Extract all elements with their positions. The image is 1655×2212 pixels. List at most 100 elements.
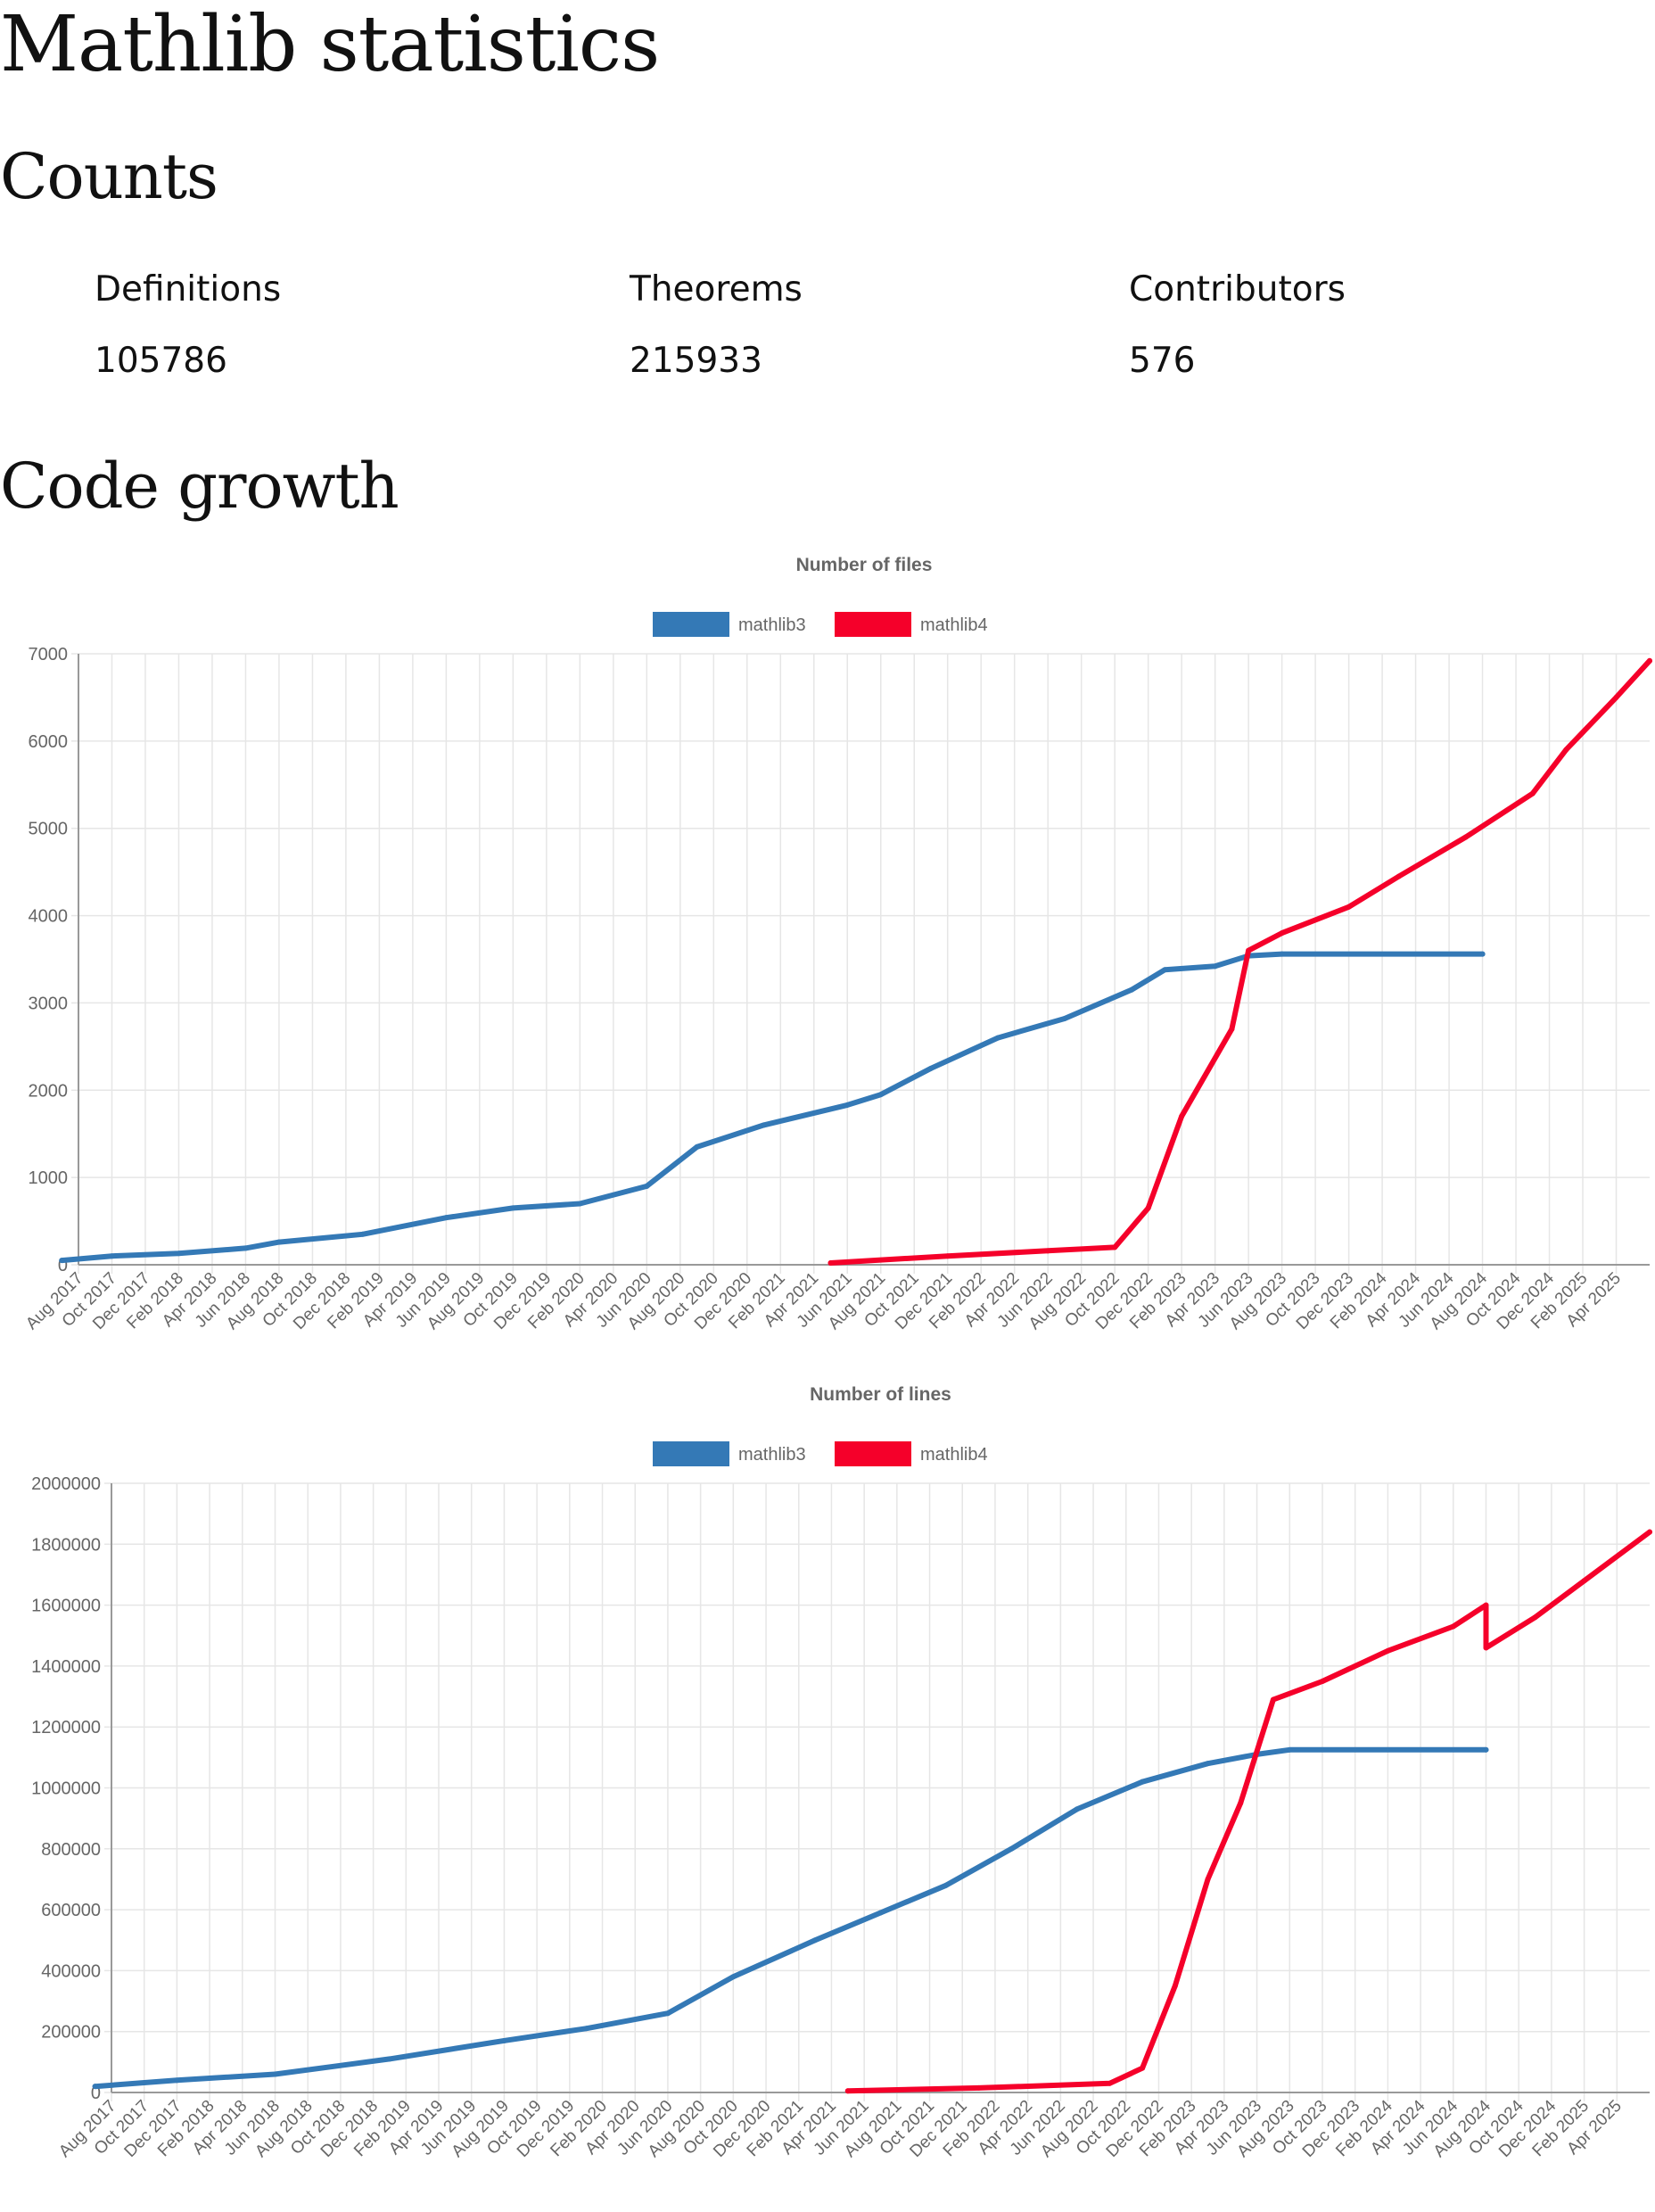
y-tick-label: 400000: [41, 1961, 101, 1981]
data-point-mathlib3: [812, 1937, 819, 1944]
data-point-mathlib3: [386, 2056, 392, 2062]
data-point-mathlib4: [1613, 694, 1619, 700]
chart-title: Number of lines: [810, 1384, 951, 1405]
y-tick-label: 1200000: [31, 1718, 101, 1737]
stat-value: 105786: [95, 341, 227, 381]
data-point-mathlib4: [944, 1253, 951, 1259]
data-point-mathlib4: [1112, 1244, 1118, 1250]
data-point-mathlib3: [1061, 1016, 1067, 1022]
data-point-mathlib4: [1385, 1647, 1391, 1654]
stat-label: Contributors: [1129, 269, 1346, 310]
stat-value: 215933: [630, 341, 762, 381]
lines-chart: Number of lines mathlib3 mathlib4 0 200000 40…: [31, 1384, 1652, 2161]
data-point-mathlib4: [976, 2084, 982, 2091]
series-line-mathlib4: [844, 1529, 1652, 2094]
data-point-mathlib3: [1479, 951, 1486, 957]
y-tick-label: 200000: [41, 2023, 101, 2043]
data-point-mathlib4: [1270, 1696, 1276, 1703]
y-tick-label: 800000: [41, 1840, 101, 1860]
stat-definitions: Definitions 105786: [95, 268, 281, 384]
y-tick-label: 5000: [29, 820, 69, 839]
y-tick-label: 0: [58, 1256, 68, 1275]
data-point-mathlib4: [1246, 947, 1252, 953]
data-point-mathlib3: [243, 1245, 249, 1251]
y-tick-label: 1400000: [31, 1657, 101, 1677]
stat-contributors: Contributors 576: [1129, 268, 1346, 384]
data-point-mathlib3: [92, 2084, 98, 2090]
data-point-mathlib3: [844, 1102, 851, 1108]
data-point-mathlib3: [943, 1882, 949, 1888]
files-chart: Number of files mathlib3 mathlib4 0 1000 2000…: [22, 555, 1652, 1333]
data-point-mathlib4: [1140, 2065, 1146, 2071]
data-point-mathlib4: [1045, 1248, 1051, 1254]
data-point-mathlib3: [577, 1201, 583, 1207]
data-point-mathlib4: [1145, 1205, 1151, 1211]
data-point-mathlib3: [583, 2026, 589, 2032]
legend-label: mathlib4: [920, 1445, 988, 1465]
y-tick-label: 7000: [29, 645, 69, 664]
data-point-mathlib3: [1279, 951, 1285, 957]
data-point-mathlib3: [877, 1092, 884, 1098]
legend-label: mathlib3: [738, 615, 806, 635]
stat-value: 576: [1129, 341, 1196, 381]
data-point-mathlib3: [644, 1183, 650, 1189]
data-point-mathlib3: [510, 1205, 516, 1211]
data-point-mathlib3: [1212, 963, 1218, 970]
y-tick-label: 0: [91, 2084, 101, 2103]
data-point-mathlib4: [1179, 1113, 1185, 1119]
data-point-mathlib4: [828, 1260, 834, 1267]
data-point-mathlib4: [1483, 1602, 1489, 1608]
legend-item-mathlib3: mathlib3: [653, 612, 806, 637]
data-point-mathlib3: [501, 2037, 507, 2043]
data-point-mathlib4: [1532, 1614, 1538, 1621]
y-tick-label: 3000: [29, 994, 69, 1013]
y-tick-label: 600000: [41, 1901, 101, 1920]
data-point-mathlib3: [109, 1253, 115, 1259]
counts-heading: Counts: [0, 140, 218, 213]
series-line-mathlib4: [828, 657, 1652, 1266]
data-point-mathlib4: [1647, 657, 1652, 664]
data-point-mathlib4: [1581, 1578, 1587, 1584]
y-tick-label: 1000000: [31, 1779, 101, 1799]
chart-title: Number of files: [796, 555, 933, 575]
data-point-mathlib3: [1205, 1761, 1211, 1767]
data-point-mathlib3: [1128, 986, 1134, 993]
data-point-mathlib3: [994, 1035, 1000, 1041]
data-point-mathlib3: [276, 1239, 282, 1245]
data-point-mathlib3: [1162, 967, 1168, 973]
data-point-mathlib4: [1346, 904, 1352, 910]
data-point-mathlib4: [1450, 1623, 1456, 1630]
data-point-mathlib4: [1563, 747, 1569, 753]
data-point-mathlib3: [730, 1974, 737, 1980]
stat-label: Theorems: [630, 269, 803, 310]
data-point-mathlib4: [1172, 1983, 1178, 1989]
data-point-mathlib3: [359, 1231, 366, 1237]
data-point-mathlib4: [1483, 1645, 1489, 1651]
y-tick-label: 1600000: [31, 1597, 101, 1616]
legend-swatch: [835, 1441, 911, 1466]
data-point-mathlib3: [176, 1250, 182, 1257]
series-line-mathlib3: [59, 951, 1486, 1264]
legend-swatch: [835, 612, 911, 637]
data-point-mathlib4: [1107, 2080, 1113, 2086]
y-tick-label: 1000: [29, 1168, 69, 1188]
y-tick-label: 4000: [29, 907, 69, 927]
data-point-mathlib4: [1396, 873, 1402, 879]
legend-item-mathlib4: mathlib4: [835, 612, 988, 637]
data-point-mathlib4: [1319, 1678, 1325, 1684]
y-tick-label: 2000: [29, 1081, 69, 1101]
data-point-mathlib3: [1140, 1779, 1146, 1785]
data-point-mathlib4: [1647, 1529, 1652, 1535]
data-point-mathlib4: [1279, 930, 1285, 937]
page-title: Mathlib statistics: [0, 0, 660, 89]
data-point-mathlib4: [1529, 790, 1536, 796]
data-point-mathlib3: [761, 1122, 767, 1128]
data-point-mathlib4: [1205, 1876, 1211, 1882]
stat-theorems: Theorems 215933: [630, 268, 803, 384]
data-point-mathlib3: [59, 1258, 65, 1264]
legend-label: mathlib4: [920, 615, 988, 635]
code-growth-heading: Code growth: [0, 450, 399, 523]
legend-item-mathlib4: mathlib4: [835, 1441, 988, 1466]
data-point-mathlib3: [1483, 1746, 1489, 1753]
y-tick-label: 6000: [29, 732, 69, 752]
